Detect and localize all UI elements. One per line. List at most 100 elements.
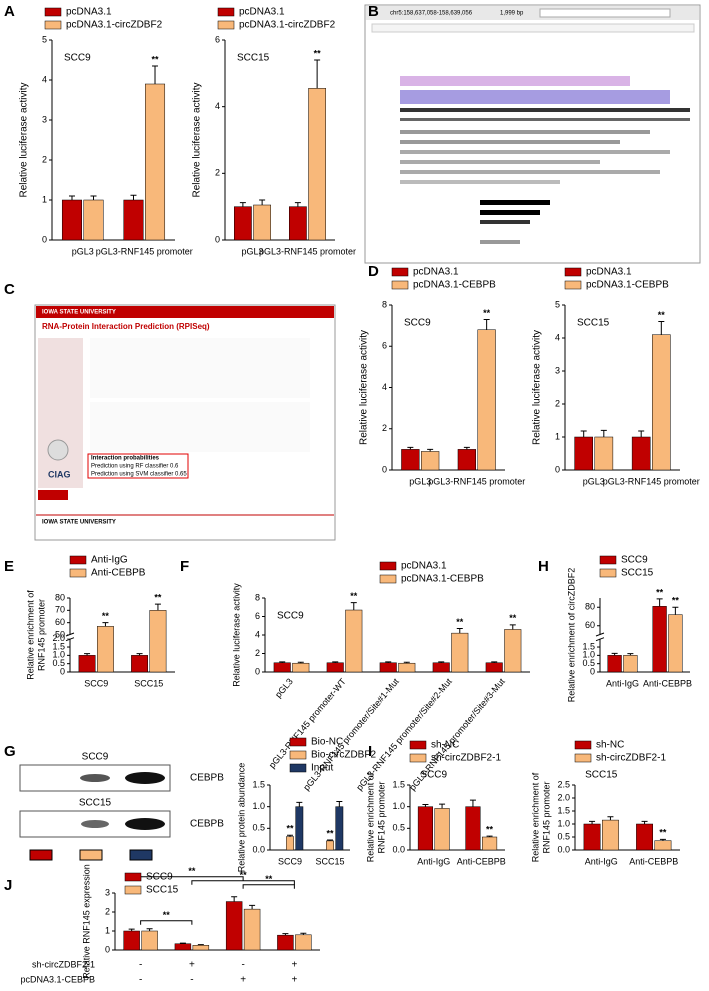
y-tick-label: 0.5 [582,658,595,668]
bracket [242,884,295,889]
y-axis-label: Relative luciferase activity [532,330,543,445]
bar [607,655,622,673]
bar [123,199,144,241]
y-tick-label: 1 [105,925,110,935]
error-bar [638,430,645,437]
row-value: - [139,975,142,986]
track [400,76,630,86]
western-blot: SCC9 CEBPB SCC15 CEBPB [19,752,224,861]
bar [652,606,667,673]
y-tick-label: 1.0 [582,650,595,660]
legend-swatch [44,20,62,30]
x-tick-label: pGL3-RNF145 promoter [603,476,700,486]
axis-break [66,635,74,639]
bar [326,840,334,851]
legend-label: pcDNA3.1 [586,267,632,278]
chart-title: SCC9 [420,770,447,781]
legend-label: Input [311,763,333,774]
badge [38,490,68,500]
blot-band [81,820,109,828]
error-bar [656,598,663,607]
bar [292,662,310,673]
significance: ** [486,825,494,835]
prob-rf: Prediction using RF classifier 0.6 [91,464,179,470]
legend-label: SCC9 [621,555,648,566]
y-tick-label: 1.5 [557,805,570,815]
y-tick-label: 0.0 [557,844,570,854]
legend-swatch [564,280,582,290]
y-tick-label: 0 [382,464,387,474]
bar [308,88,326,241]
significance: ** [154,593,162,603]
error-bar [327,839,333,841]
bar [465,806,481,851]
error-bar [332,661,339,663]
error-bar [259,199,266,205]
y-tick-label: 5 [555,299,560,309]
bracket-label: ** [265,874,273,884]
bar [83,199,104,241]
legend-swatch [124,885,142,895]
track [400,150,670,154]
y-tick-label: 4 [42,74,47,84]
bar [485,662,503,673]
track [400,140,620,144]
bar [225,901,243,951]
legend-swatch [379,574,397,584]
y-tick-label: 2 [382,423,387,433]
error-bar [439,803,446,809]
track [480,200,550,205]
ideogram [371,23,695,33]
browser-search [539,8,671,18]
y-axis-label: Relative enrichment of [530,772,540,862]
y-tick-label: 1 [42,194,47,204]
error-bar [463,446,470,450]
y-tick-label: 1.5 [392,779,405,789]
y-axis-label: RNF145 promoter [376,781,386,853]
bar [623,655,638,673]
legend-swatch [391,267,409,277]
bar [192,945,210,951]
x-tick-label: SCC15 [315,856,344,866]
blot-cell: SCC9 [82,752,109,763]
y-tick-label: 2.0 [557,792,570,802]
legend-label: pcDNA3.1-CEBPB [413,280,496,291]
bracket [140,920,193,925]
legend-label: sh-NC [596,740,624,751]
bar [398,662,416,673]
y-tick-label: 3 [105,887,110,897]
y-axis-label: Relative RNF145 expression [81,864,91,979]
x-tick-label: SCC9 [278,856,302,866]
logo-text: CIAG [48,469,71,479]
x-tick-label: SCC15 [134,678,163,688]
significance: ** [314,48,322,58]
x-tick-label: pGL3 [409,476,431,486]
blot-protein: CEBPB [190,819,224,830]
legend-label: pcDNA3.1 [401,561,447,572]
header-text: IOWA STATE UNIVERSITY [42,310,116,316]
bracket-label: ** [188,866,196,876]
legend-swatch [69,568,87,578]
error-bar [336,800,343,807]
y-tick-label: 80 [585,602,595,612]
significance: ** [659,828,667,838]
track [400,108,690,112]
error-bar [287,834,293,837]
error-bar [438,661,445,663]
y-tick-label: 2 [255,648,260,658]
y-tick-label: 0.5 [52,658,65,668]
y-tick-label: 1.5 [52,641,65,651]
y-tick-label: 2 [105,906,110,916]
chart-title: SCC15 [237,53,270,64]
significance: ** [350,591,358,601]
x-tick-label: pGL3 [583,476,605,486]
page-title: RNA-Protein Interaction Prediction (RPIS… [42,322,210,331]
lane-key [79,849,103,861]
genome-browser: chr5:158,637,058-158,639,056 1,999 bp [364,4,701,264]
significance: ** [483,308,491,318]
legend-swatch [409,753,427,763]
bar [417,806,433,851]
blot-band [125,772,165,784]
error-bar [422,804,429,807]
legend-label: pcDNA3.1 [413,267,459,278]
